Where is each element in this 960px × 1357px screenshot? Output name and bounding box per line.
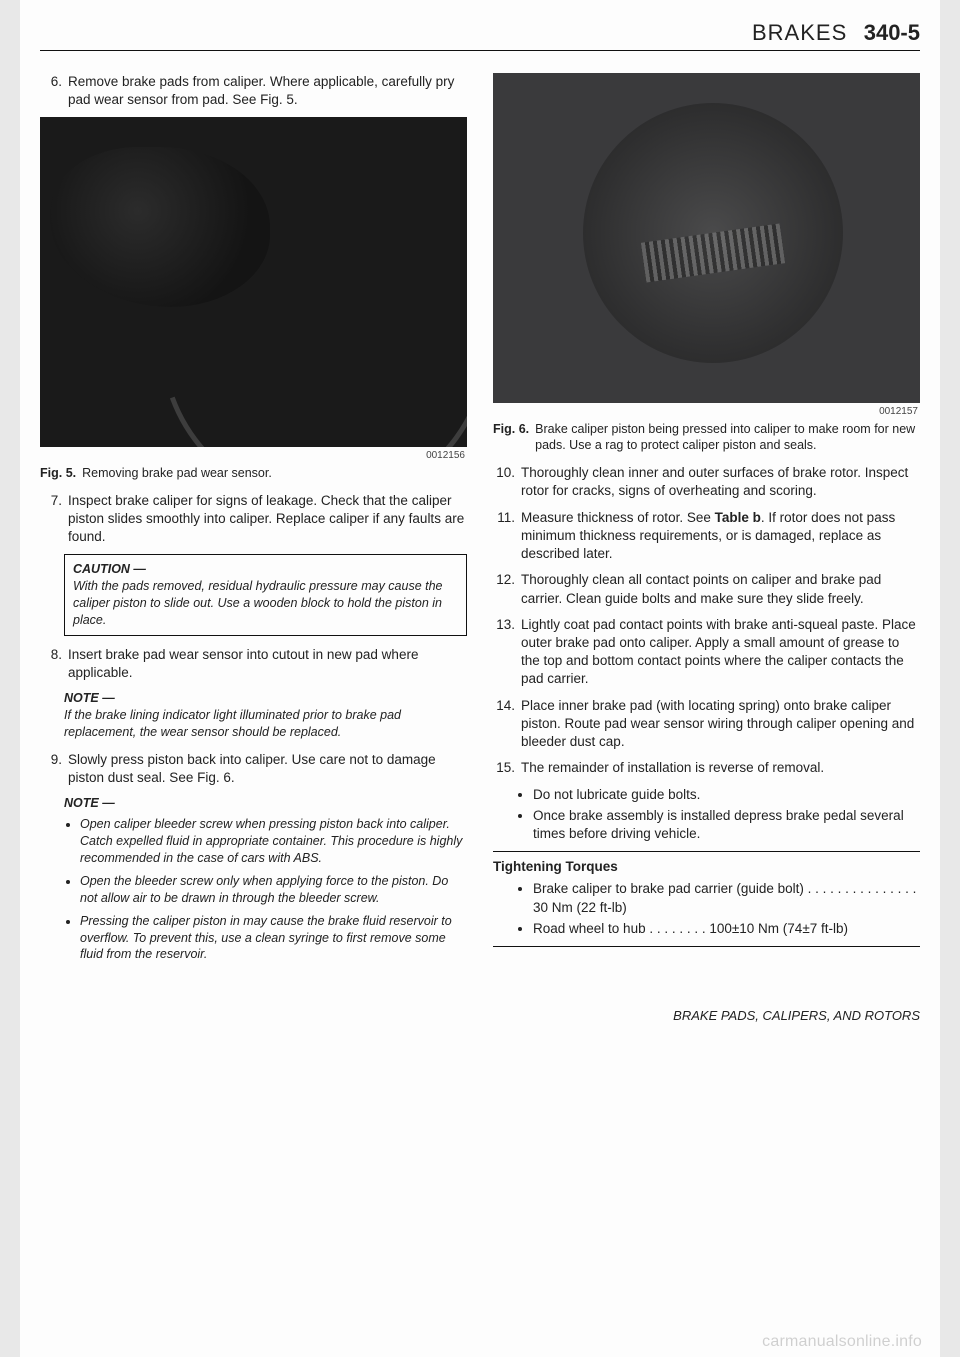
step-text: The remainder of installation is reverse… (521, 759, 920, 777)
dots: . . . . . . . . . . . . . . . (804, 881, 917, 896)
torque-item: Brake caliper to brake pad carrier (guid… (533, 880, 920, 916)
step-7: 7. Inspect brake caliper for signs of le… (40, 492, 467, 547)
page: BRAKES 340-5 6. Remove brake pads from c… (20, 0, 940, 1357)
torque-label: Brake caliper to brake pad carrier (guid… (533, 881, 804, 896)
step-text: Thoroughly clean inner and outer surface… (521, 464, 920, 500)
note-label: NOTE — (64, 690, 467, 707)
divider (493, 851, 920, 852)
figure-6-imgnum: 0012157 (493, 405, 918, 419)
figure-caption-text: Brake caliper piston being pressed into … (535, 421, 920, 455)
page-header: BRAKES 340-5 (40, 20, 920, 51)
figure-6-caption: Fig. 6. Brake caliper piston being press… (493, 421, 920, 455)
figure-caption-text: Removing brake pad wear sensor. (82, 465, 272, 482)
figure-6-image (493, 73, 920, 403)
note-item: Pressing the caliper piston in may cause… (80, 913, 467, 964)
torques-title: Tightening Torques (493, 858, 920, 876)
step-text: Place inner brake pad (with locating spr… (521, 697, 920, 752)
step-6: 6. Remove brake pads from caliper. Where… (40, 73, 467, 109)
step-text: Insert brake pad wear sensor into cutout… (68, 646, 467, 682)
step-number: 7. (40, 492, 62, 547)
note-body: If the brake lining indicator light illu… (64, 707, 467, 741)
left-column: 6. Remove brake pads from caliper. Where… (40, 65, 467, 1025)
note-2: NOTE — Open caliper bleeder screw when p… (64, 795, 467, 963)
text-pre: Measure thickness of rotor. See (521, 510, 715, 525)
table-ref: Table b (715, 510, 761, 525)
step-15-bullets: Do not lubricate guide bolts. Once brake… (517, 786, 920, 844)
step-14: 14. Place inner brake pad (with locating… (493, 697, 920, 752)
step-text: Slowly press piston back into caliper. U… (68, 751, 467, 787)
step-11: 11. Measure thickness of rotor. See Tabl… (493, 509, 920, 564)
note-item: Open the bleeder screw only when applyin… (80, 873, 467, 907)
right-column: 0012157 Fig. 6. Brake caliper piston bei… (493, 65, 920, 1025)
caution-label: CAUTION — (73, 561, 458, 578)
torque-value: 30 Nm (22 ft-lb) (533, 900, 627, 915)
figure-label: Fig. 5. (40, 465, 76, 482)
step-text: Inspect brake caliper for signs of leaka… (68, 492, 467, 547)
caution-body: With the pads removed, residual hydrauli… (73, 578, 458, 629)
torque-item: Road wheel to hub . . . . . . . . 100±10… (533, 920, 920, 938)
figure-5-imgnum: 0012156 (40, 449, 465, 463)
section-footer: BRAKE PADS, CALIPERS, AND ROTORS (493, 1007, 920, 1025)
bullet-item: Once brake assembly is installed depress… (533, 807, 920, 843)
step-text: Lightly coat pad contact points with bra… (521, 616, 920, 689)
figure-5-caption: Fig. 5. Removing brake pad wear sensor. (40, 465, 467, 482)
step-number: 9. (40, 751, 62, 787)
step-text: Remove brake pads from caliper. Where ap… (68, 73, 467, 109)
note-label: NOTE — (64, 795, 467, 812)
caution-box: CAUTION — With the pads removed, residua… (64, 554, 467, 636)
step-number: 10. (493, 464, 515, 500)
step-number: 12. (493, 571, 515, 607)
step-number: 6. (40, 73, 62, 109)
step-13: 13. Lightly coat pad contact points with… (493, 616, 920, 689)
step-8: 8. Insert brake pad wear sensor into cut… (40, 646, 467, 682)
step-number: 14. (493, 697, 515, 752)
dots: . . . . . . . . (646, 921, 710, 936)
bullet-item: Do not lubricate guide bolts. (533, 786, 920, 804)
step-number: 8. (40, 646, 62, 682)
header-pagenum: 340-5 (864, 20, 920, 45)
step-12: 12. Thoroughly clean all contact points … (493, 571, 920, 607)
torque-label: Road wheel to hub (533, 921, 646, 936)
note-item: Open caliper bleeder screw when pressing… (80, 816, 467, 867)
header-title: BRAKES (752, 20, 847, 45)
step-number: 15. (493, 759, 515, 777)
torques-list: Brake caliper to brake pad carrier (guid… (517, 880, 920, 938)
figure-5-image (40, 117, 467, 447)
note-1: NOTE — If the brake lining indicator lig… (64, 690, 467, 741)
figure-label: Fig. 6. (493, 421, 529, 455)
divider (493, 946, 920, 947)
step-15: 15. The remainder of installation is rev… (493, 759, 920, 777)
watermark: carmanualsonline.info (762, 1333, 922, 1351)
step-10: 10. Thoroughly clean inner and outer sur… (493, 464, 920, 500)
step-number: 11. (493, 509, 515, 564)
torque-value: 100±10 Nm (74±7 ft-lb) (709, 921, 848, 936)
content-columns: 6. Remove brake pads from caliper. Where… (40, 65, 920, 1025)
step-text: Measure thickness of rotor. See Table b.… (521, 509, 920, 564)
note-list: Open caliper bleeder screw when pressing… (64, 816, 467, 963)
step-number: 13. (493, 616, 515, 689)
step-9: 9. Slowly press piston back into caliper… (40, 751, 467, 787)
step-text: Thoroughly clean all contact points on c… (521, 571, 920, 607)
